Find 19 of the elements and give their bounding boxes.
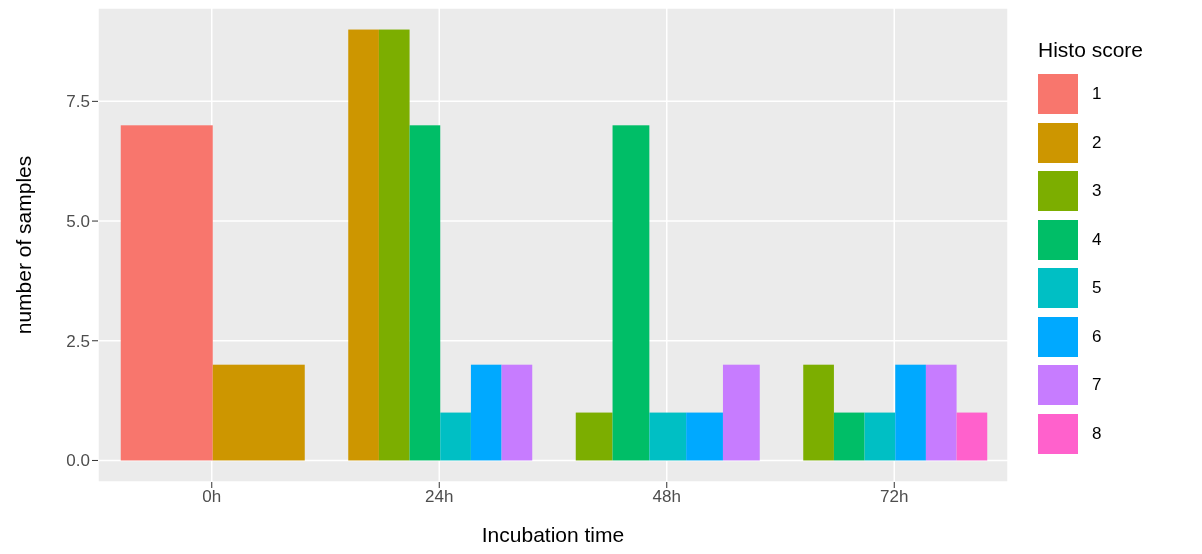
legend-label: 8 (1092, 423, 1102, 444)
x-tick-label: 48h (652, 487, 681, 507)
legend-title: Histo score (1038, 38, 1144, 62)
x-tick-label: 72h (880, 487, 909, 507)
x-axis-title: Incubation time (481, 523, 625, 546)
x-tick-label: 24h (425, 487, 454, 507)
legend-label: 6 (1092, 326, 1102, 347)
legend-label: 3 (1092, 181, 1102, 202)
y-tick-label: 0.0 (66, 451, 90, 471)
y-axis-title: number of samples (12, 155, 36, 335)
x-tick-label: 0h (202, 487, 222, 507)
legend-label: 2 (1092, 132, 1102, 153)
legend-label: 5 (1092, 278, 1102, 299)
legend-label: 7 (1092, 375, 1102, 396)
legend-label: 4 (1092, 229, 1102, 250)
y-tick-label: 7.5 (66, 92, 90, 112)
y-tick-label: 2.5 (66, 331, 90, 351)
y-tick-label: 5.0 (66, 212, 90, 232)
legend-label: 1 (1092, 84, 1102, 105)
